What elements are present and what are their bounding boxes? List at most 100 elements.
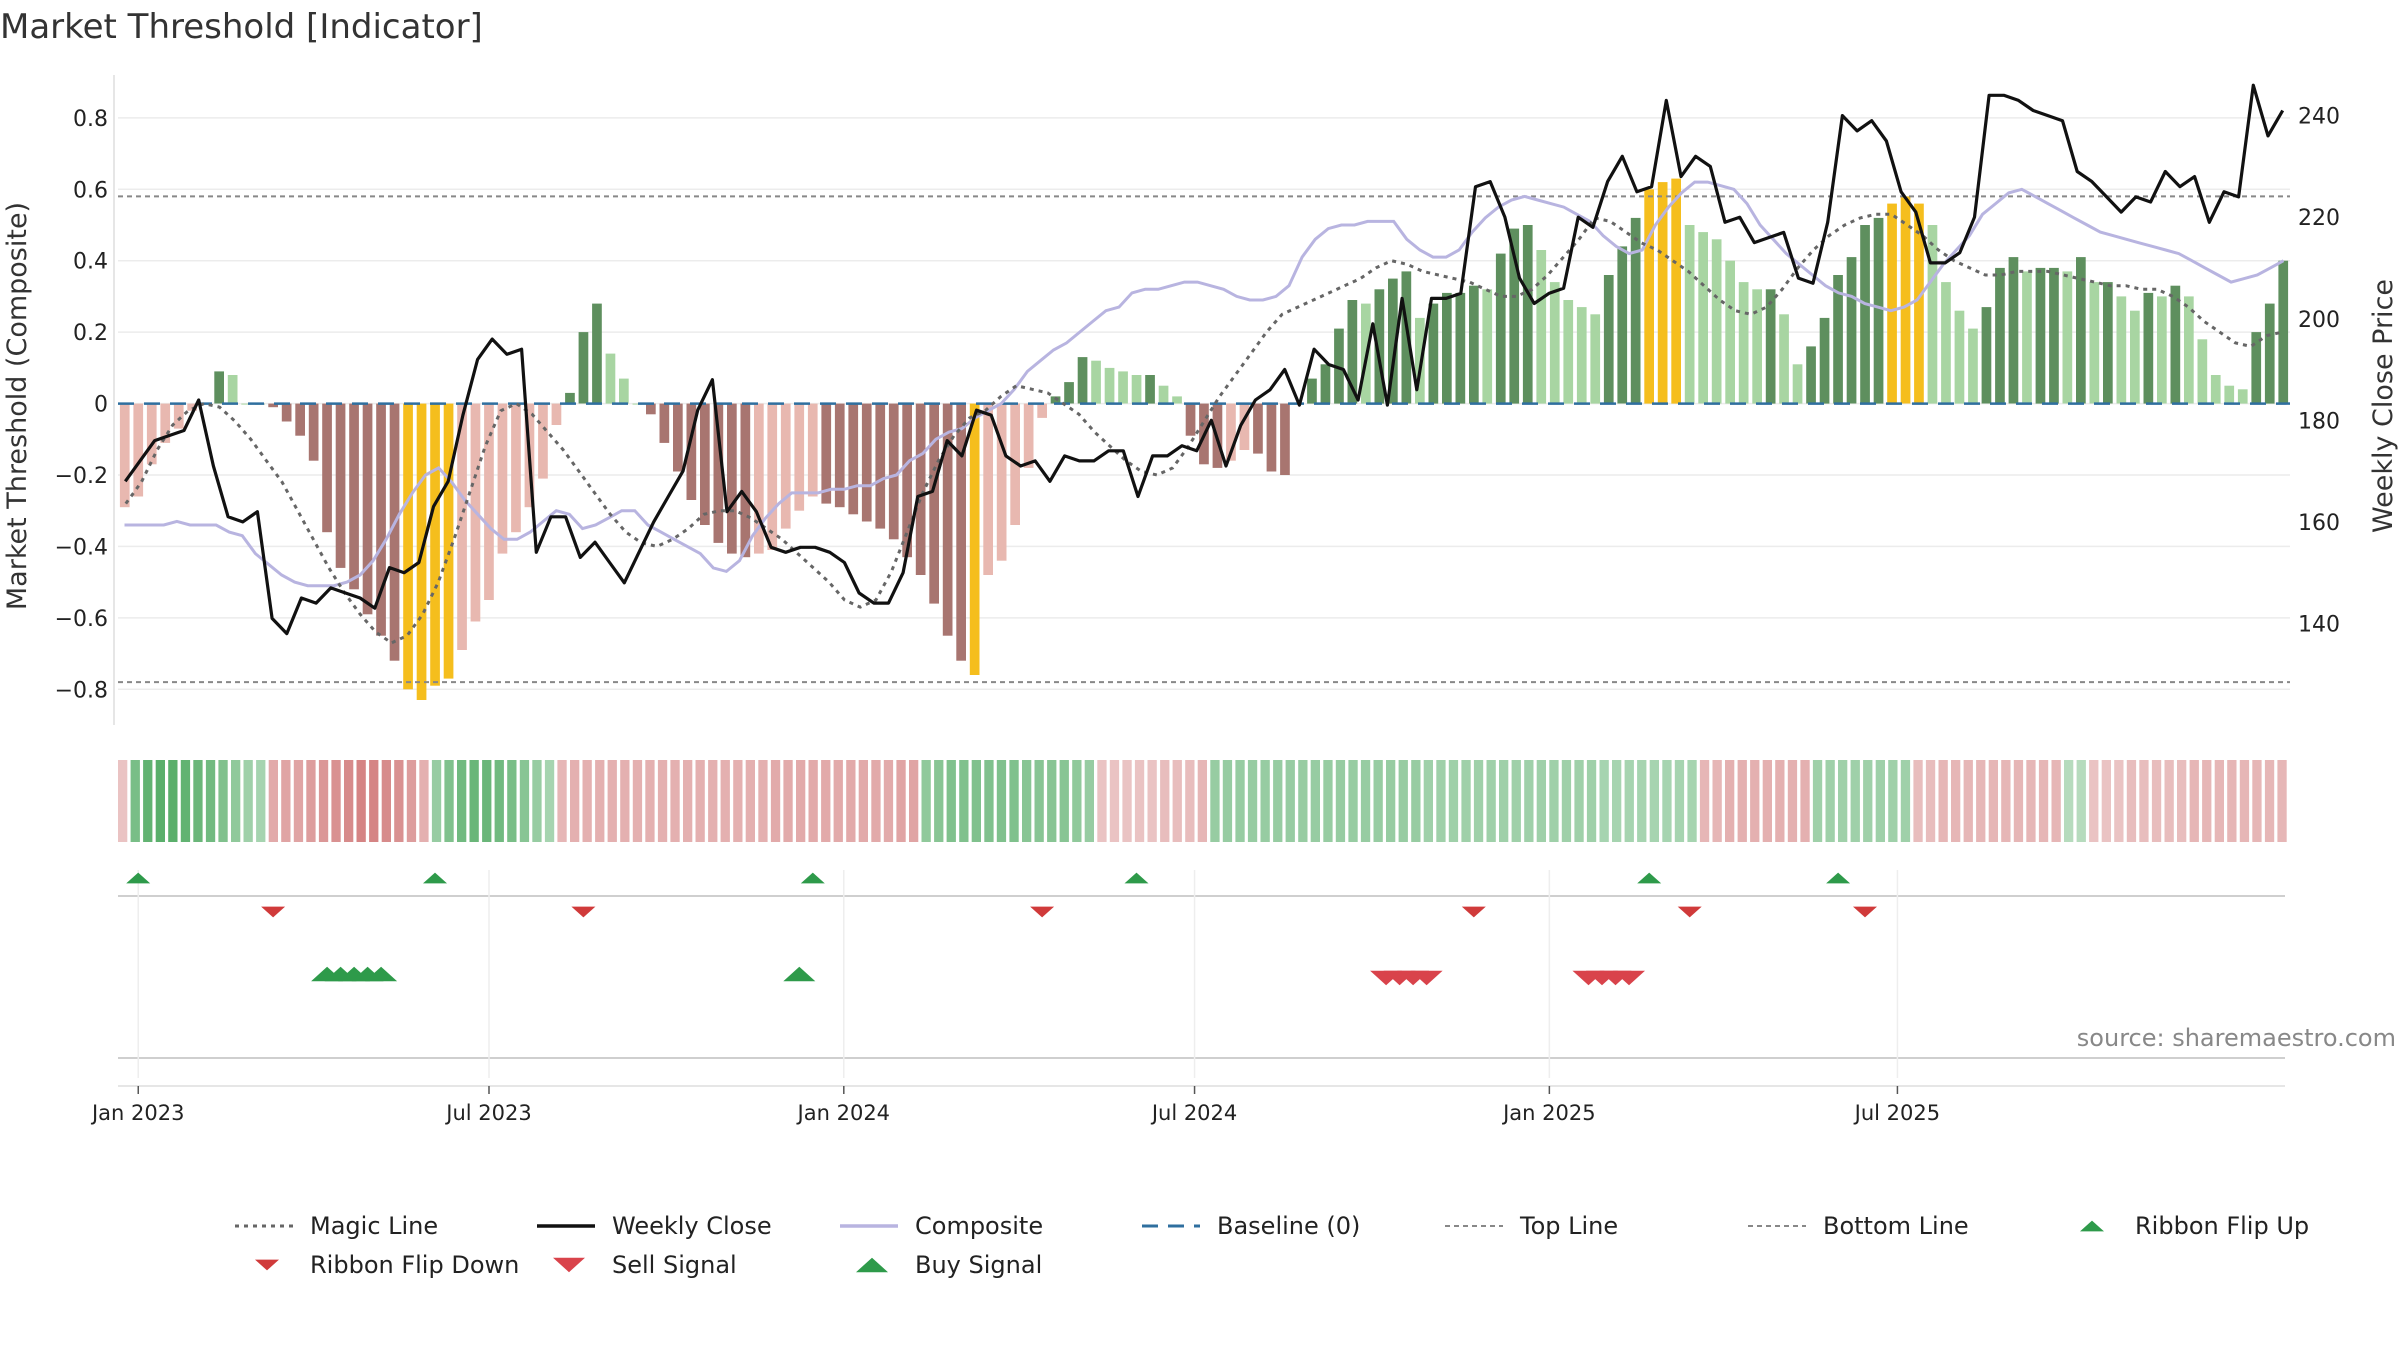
ribbon-cell xyxy=(959,760,969,842)
left-tick-label: −0.4 xyxy=(55,535,108,560)
left-tick-label: 0.4 xyxy=(73,250,108,275)
legend-swatch xyxy=(255,1259,279,1271)
composite-bar xyxy=(1388,278,1398,404)
right-tick-label: 160 xyxy=(2298,511,2340,536)
x-tick-label: Jan 2025 xyxy=(1501,1101,1596,1125)
composite-bar xyxy=(2170,285,2181,404)
composite-bar xyxy=(119,403,130,508)
ribbon-flip-up-marker xyxy=(1637,872,1662,884)
composite-bar xyxy=(1320,364,1331,404)
ribbon-cell xyxy=(1775,760,1785,842)
ribbon-cell xyxy=(708,760,718,842)
composite-bar xyxy=(861,403,872,522)
composite-bar xyxy=(1415,317,1425,404)
signal-markers xyxy=(118,870,2285,1087)
ribbon-cell xyxy=(670,760,680,842)
x-tick-label: Jan 2023 xyxy=(90,1101,185,1125)
composite-bar xyxy=(295,403,305,436)
composite-bar xyxy=(1576,307,1587,404)
composite-bar xyxy=(511,403,521,533)
left-tick-label: −0.2 xyxy=(55,464,108,489)
composite-bar xyxy=(1226,403,1236,461)
composite-bar xyxy=(821,403,832,504)
composite-bar xyxy=(1469,285,1479,404)
ribbon-cell xyxy=(1963,760,1973,842)
ribbon-flip-down-marker xyxy=(1030,906,1055,918)
ribbon-cell xyxy=(2114,760,2124,842)
composite-bar xyxy=(1644,189,1654,404)
right-tick-label: 180 xyxy=(2298,409,2340,434)
ribbon-cell xyxy=(1360,760,1371,842)
ribbon-cell xyxy=(1473,760,1484,842)
composite-bar xyxy=(2130,310,2140,404)
series-lines xyxy=(124,83,2285,645)
ribbon-cell xyxy=(1160,760,1170,842)
composite-bar xyxy=(1549,282,1560,404)
ribbon-cell xyxy=(130,760,140,842)
ribbon-cell xyxy=(1850,760,1860,842)
composite-bar xyxy=(1145,375,1155,404)
composite-bar xyxy=(1711,239,1722,404)
composite-bar xyxy=(362,403,373,615)
composite-bar xyxy=(578,332,589,404)
buy-signal-marker xyxy=(783,966,816,982)
ribbon-cell xyxy=(871,760,881,842)
ribbon-cell xyxy=(205,760,216,842)
ribbon-cell xyxy=(2013,760,2024,842)
ribbon-cell xyxy=(268,760,278,842)
composite-bar xyxy=(160,403,171,443)
composite-bar xyxy=(1590,314,1601,404)
ribbon-cell xyxy=(118,760,128,842)
ribbon-cell xyxy=(180,760,191,842)
ribbon-cell xyxy=(2101,760,2111,842)
ribbon-cell xyxy=(231,760,241,842)
ribbon-cell xyxy=(1134,760,1145,842)
ribbon-cell xyxy=(1210,760,1220,842)
composite-bar xyxy=(1280,403,1290,475)
ribbon-cell xyxy=(2177,760,2187,842)
ribbon-cell xyxy=(2026,760,2036,842)
chart-title: Market Threshold [Indicator] xyxy=(0,7,483,47)
ribbon-cell xyxy=(155,760,165,842)
ribbon-cell xyxy=(507,760,517,842)
ribbon-cell xyxy=(1298,760,1308,842)
legend-label: Sell Signal xyxy=(612,1251,737,1279)
right-axis-label: Weekly Close Price xyxy=(2368,279,2399,533)
ribbon-cell xyxy=(1436,760,1446,842)
ribbon-cell xyxy=(1499,760,1509,842)
ribbon-cell xyxy=(846,760,856,842)
ribbon-cell xyxy=(2164,760,2174,842)
composite-bar xyxy=(173,403,184,429)
composite-bar xyxy=(1819,317,1830,404)
composite-bar xyxy=(1657,182,1668,404)
ribbon-cell xyxy=(921,760,931,842)
composite-bar xyxy=(1522,225,1533,404)
composite-bar xyxy=(2116,296,2127,404)
ribbon-cell xyxy=(1034,760,1044,842)
ribbon-cell xyxy=(1863,760,1873,842)
ribbon-cell xyxy=(293,760,304,842)
x-axis: Jan 2023 Jul 2023 Jan 2024 Jul 2024 Jan 2025… xyxy=(90,1086,1940,1125)
composite-bar xyxy=(1995,267,2005,404)
composite-bar xyxy=(942,403,953,636)
ribbon-cell xyxy=(318,760,329,842)
legend-label: Composite xyxy=(915,1212,1043,1240)
right-tick-label: 220 xyxy=(2298,206,2340,231)
ribbon-cell xyxy=(406,760,417,842)
ribbon-cell xyxy=(532,760,542,842)
legend-swatch xyxy=(2080,1220,2104,1232)
ribbon-cell xyxy=(896,760,906,842)
ribbon-cell xyxy=(1260,760,1270,842)
ribbon-cell xyxy=(1273,760,1283,842)
composite-bar xyxy=(497,403,508,554)
composite-bar xyxy=(484,403,494,600)
composite-bar xyxy=(1846,257,1857,404)
composite-bar xyxy=(807,403,818,497)
composite-bar xyxy=(2251,332,2262,404)
ribbon-cell xyxy=(394,760,404,842)
composite-bar xyxy=(2197,339,2208,404)
composite-bar xyxy=(2049,267,2059,404)
composite-bar xyxy=(308,403,319,461)
ribbon-cell xyxy=(783,760,793,842)
ribbon-cell xyxy=(1323,760,1333,842)
